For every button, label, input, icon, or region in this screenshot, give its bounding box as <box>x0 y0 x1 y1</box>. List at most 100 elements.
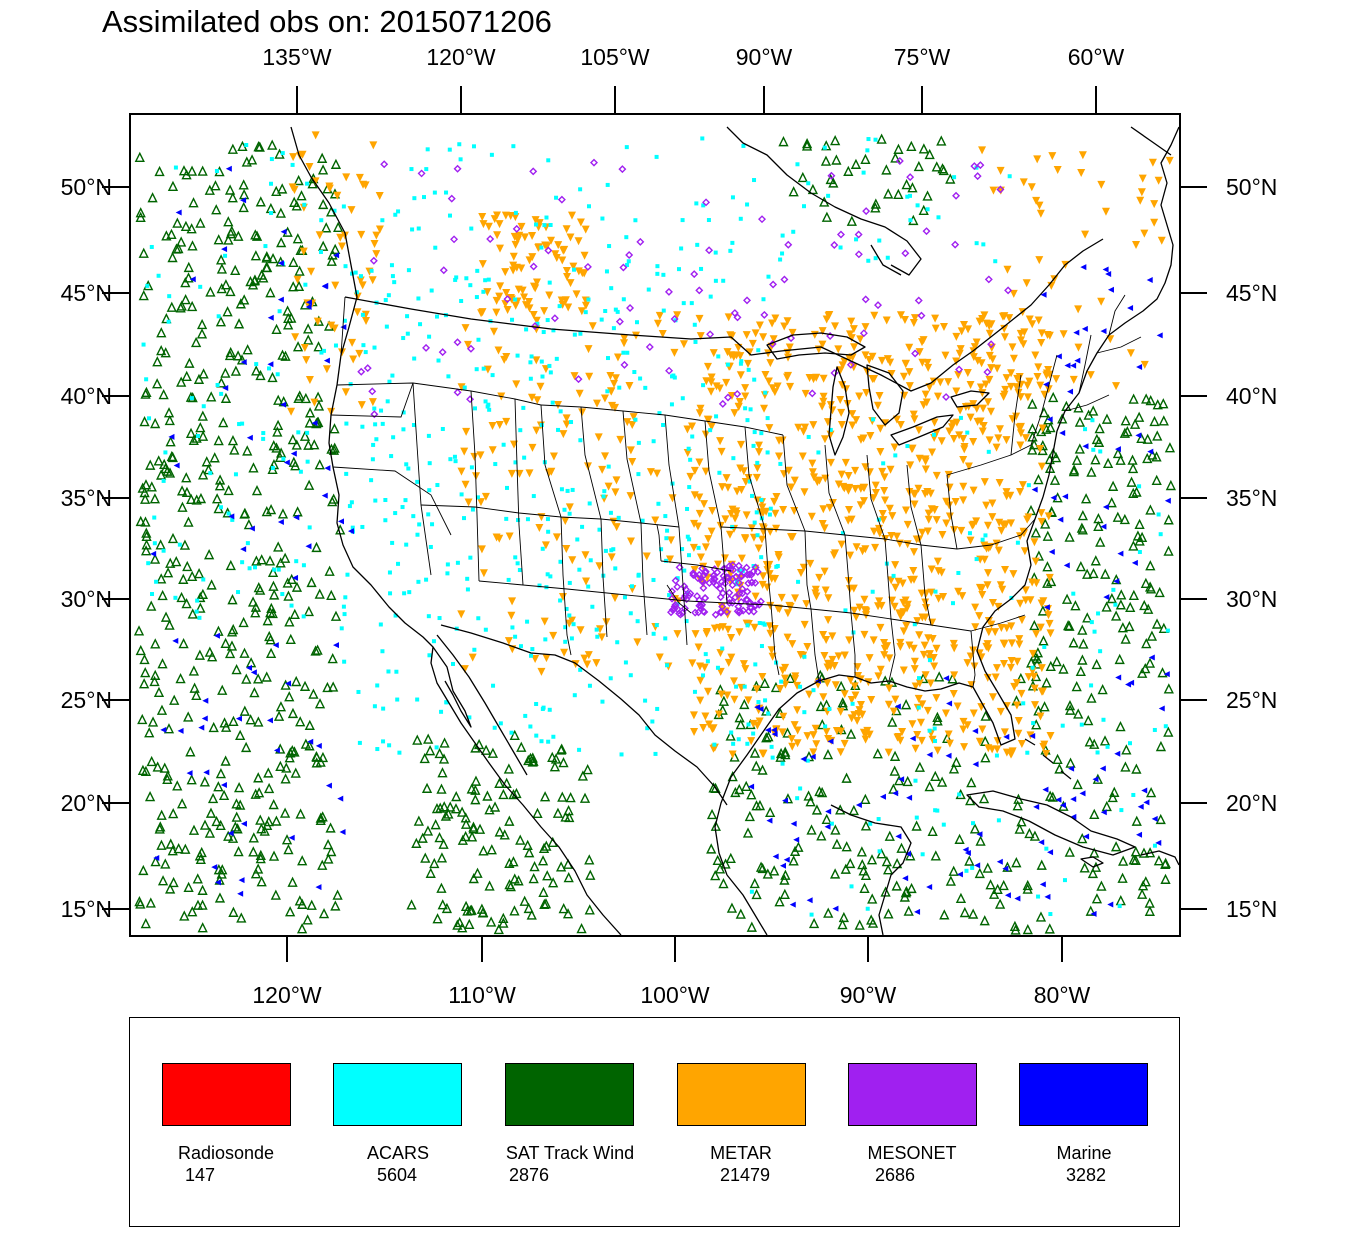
obs-marker <box>871 481 880 490</box>
obs-marker <box>474 823 486 834</box>
obs-marker <box>196 434 201 439</box>
obs-marker <box>1099 765 1106 772</box>
obs-marker <box>683 449 692 458</box>
obs-marker <box>201 456 212 467</box>
obs-marker <box>736 464 745 473</box>
obs-marker <box>700 663 709 672</box>
obs-marker <box>138 247 149 258</box>
obs-marker <box>672 375 677 380</box>
obs-marker <box>838 245 843 250</box>
obs-marker <box>492 308 501 317</box>
obs-marker <box>788 328 797 337</box>
obs-marker <box>818 327 827 336</box>
obs-marker <box>913 617 922 626</box>
obs-marker <box>783 633 792 642</box>
obs-marker <box>873 256 878 261</box>
obs-marker <box>1032 196 1041 205</box>
obs-marker <box>387 743 392 748</box>
obs-marker <box>840 357 849 366</box>
map-area[interactable] <box>129 113 1181 937</box>
obs-marker <box>821 813 832 824</box>
obs-marker <box>586 297 591 302</box>
obs-marker <box>689 711 698 720</box>
obs-marker <box>819 397 828 406</box>
obs-marker <box>464 498 473 507</box>
obs-marker <box>503 295 512 304</box>
obs-marker <box>259 825 270 836</box>
obs-marker <box>227 434 239 446</box>
obs-marker <box>1002 436 1011 445</box>
obs-marker <box>394 669 399 674</box>
obs-marker <box>635 619 640 624</box>
obs-marker <box>886 358 895 367</box>
obs-marker <box>358 274 363 279</box>
obs-marker <box>904 850 911 857</box>
obs-marker <box>203 549 215 560</box>
obs-marker <box>713 250 718 255</box>
obs-marker <box>555 861 567 872</box>
obs-marker <box>978 584 987 593</box>
obs-marker <box>693 339 698 344</box>
obs-marker <box>824 312 833 321</box>
obs-marker <box>661 272 666 277</box>
obs-marker <box>1082 568 1093 579</box>
obs-marker <box>528 443 537 452</box>
obs-marker <box>1015 540 1020 545</box>
obs-marker <box>584 345 593 354</box>
obs-marker <box>1089 683 1094 688</box>
obs-marker <box>868 352 877 361</box>
obs-marker <box>153 854 160 861</box>
obs-marker <box>733 607 742 616</box>
obs-marker <box>1089 738 1100 749</box>
obs-marker <box>549 761 561 772</box>
obs-marker <box>318 198 329 210</box>
obs-marker <box>140 545 152 556</box>
obs-marker <box>766 274 771 279</box>
obs-marker <box>330 610 342 621</box>
obs-marker <box>290 460 301 471</box>
obs-marker <box>1093 436 1105 447</box>
obs-marker <box>890 152 901 163</box>
obs-marker <box>707 373 716 382</box>
obs-marker <box>796 579 801 584</box>
obs-marker <box>577 770 589 781</box>
obs-marker <box>701 383 706 388</box>
obs-marker <box>270 465 275 470</box>
obs-marker <box>909 567 918 576</box>
obs-marker <box>510 317 515 322</box>
obs-marker <box>793 841 804 852</box>
obs-marker <box>621 297 626 302</box>
obs-marker <box>540 898 552 909</box>
obs-marker <box>509 252 518 261</box>
obs-marker <box>516 741 527 752</box>
obs-marker <box>969 486 978 495</box>
obs-marker <box>763 390 768 395</box>
obs-marker <box>180 294 191 305</box>
obs-marker <box>700 607 709 616</box>
obs-marker <box>291 675 302 687</box>
obs-marker <box>881 496 890 505</box>
obs-marker <box>186 223 197 234</box>
obs-marker <box>586 584 591 589</box>
obs-marker <box>638 376 643 381</box>
obs-marker <box>959 435 968 444</box>
obs-marker <box>693 574 702 583</box>
obs-marker <box>924 509 933 518</box>
obs-marker <box>699 724 708 733</box>
obs-marker <box>696 332 705 341</box>
obs-marker <box>870 589 875 594</box>
obs-marker <box>847 334 856 343</box>
obs-marker <box>758 580 767 589</box>
obs-marker <box>369 256 378 265</box>
obs-marker <box>913 160 924 172</box>
obs-marker <box>745 202 750 207</box>
obs-marker <box>825 808 832 815</box>
obs-marker <box>317 152 328 163</box>
obs-marker <box>710 624 719 633</box>
obs-marker <box>749 747 761 758</box>
obs-marker <box>203 769 210 776</box>
obs-marker <box>717 447 726 456</box>
obs-marker <box>847 317 856 326</box>
obs-marker <box>905 368 914 377</box>
obs-marker <box>903 520 912 529</box>
